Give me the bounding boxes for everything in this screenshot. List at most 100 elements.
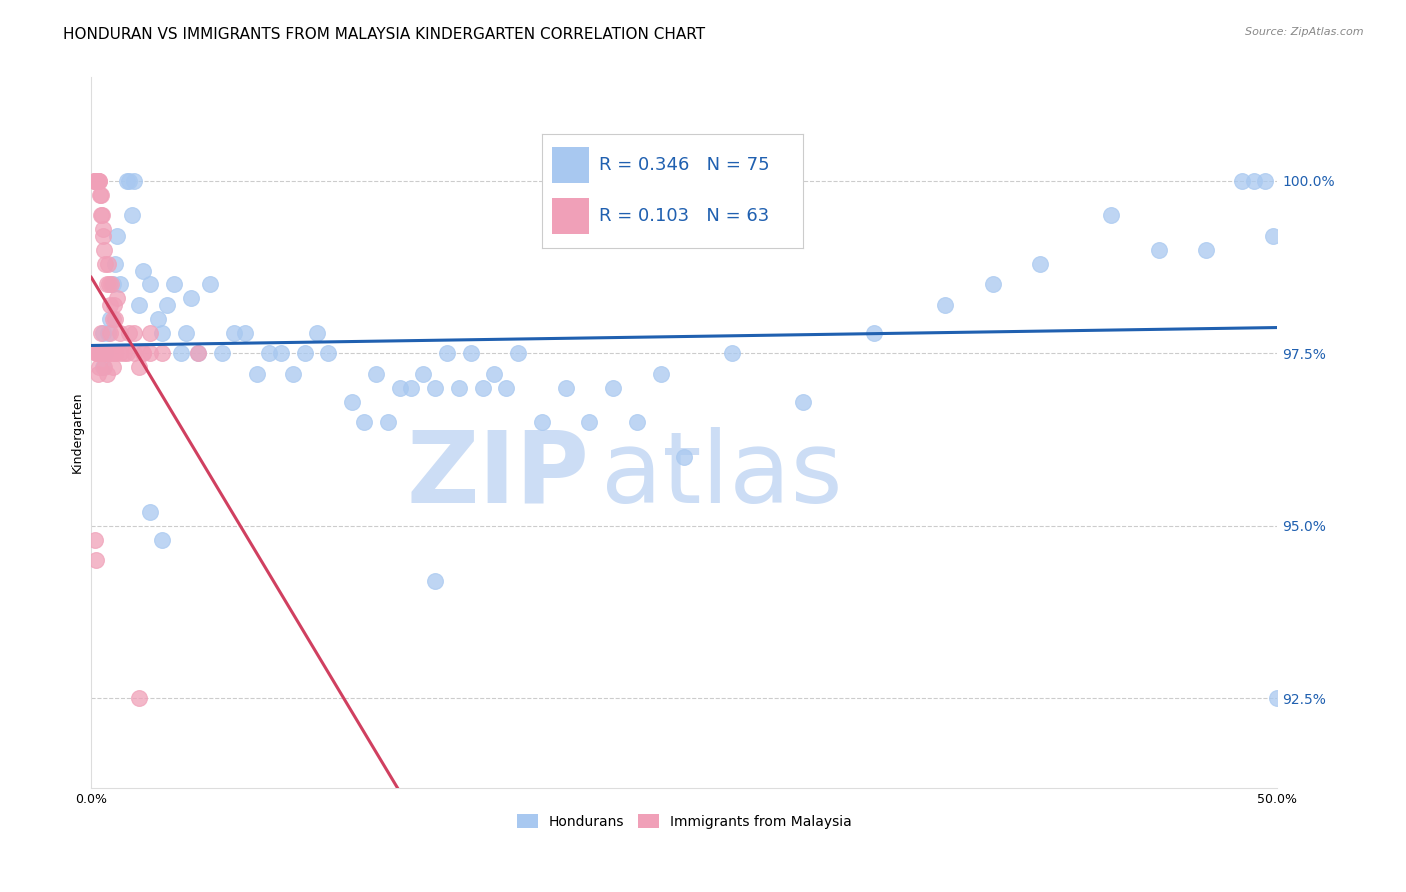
Point (423, 381, 446, 395)
Point (86, 174, 108, 188)
Point (1265, 691, 1288, 706)
Point (530, 415, 553, 429)
Point (650, 367, 672, 381)
Point (96, 277, 118, 292)
Point (93, 243, 115, 257)
Point (87, 346, 110, 360)
Point (118, 174, 141, 188)
Point (84, 174, 107, 188)
Point (89, 174, 111, 188)
Point (97, 326, 120, 340)
Point (139, 326, 162, 340)
Point (460, 346, 482, 360)
Text: ZIP: ZIP (406, 426, 589, 524)
Point (423, 574, 446, 588)
Point (104, 346, 127, 360)
Point (388, 381, 411, 395)
Point (1230, 174, 1253, 188)
Point (83, 533, 105, 547)
Point (89, 360, 111, 375)
Point (150, 346, 173, 360)
Point (98, 298, 121, 312)
Point (93, 360, 115, 375)
Point (90, 208, 112, 222)
Point (187, 346, 209, 360)
Point (578, 415, 600, 429)
Point (1147, 243, 1170, 257)
Point (89, 187, 111, 202)
Point (353, 415, 375, 429)
Point (471, 381, 494, 395)
Point (83, 174, 105, 188)
Point (105, 291, 128, 305)
Legend: Hondurans, Immigrants from Malaysia: Hondurans, Immigrants from Malaysia (512, 808, 858, 834)
Point (1029, 257, 1052, 271)
Point (1254, 174, 1277, 188)
Point (118, 326, 141, 340)
Point (602, 381, 624, 395)
Point (364, 367, 387, 381)
Point (180, 291, 202, 305)
Point (94, 257, 117, 271)
Point (122, 326, 145, 340)
Point (281, 367, 304, 381)
Point (132, 263, 155, 277)
Point (121, 208, 143, 222)
Point (104, 311, 127, 326)
Text: Source: ZipAtlas.com: Source: ZipAtlas.com (1246, 27, 1364, 37)
Point (98, 311, 121, 326)
Y-axis label: Kindergarten: Kindergarten (72, 392, 84, 474)
Point (156, 298, 179, 312)
Point (436, 346, 458, 360)
Point (90, 187, 112, 202)
Point (84, 174, 107, 188)
Point (91, 222, 114, 236)
Point (150, 533, 173, 547)
Point (90, 346, 112, 360)
Point (86, 346, 108, 360)
Point (100, 277, 122, 292)
Point (101, 360, 124, 375)
Point (934, 298, 956, 312)
Point (484, 367, 506, 381)
Point (187, 346, 209, 360)
Point (863, 326, 886, 340)
Point (720, 346, 742, 360)
Point (198, 277, 221, 292)
Point (91, 360, 114, 375)
Point (105, 229, 128, 244)
Point (91, 326, 114, 340)
Point (84, 346, 107, 360)
Point (412, 367, 434, 381)
Point (112, 346, 135, 360)
Point (87, 367, 110, 381)
Point (128, 691, 150, 706)
Point (305, 326, 328, 340)
Point (132, 346, 155, 360)
Point (104, 257, 127, 271)
Point (91, 346, 114, 360)
Point (447, 381, 470, 395)
Point (89, 346, 111, 360)
Point (94, 346, 117, 360)
Text: HONDURAN VS IMMIGRANTS FROM MALAYSIA KINDERGARTEN CORRELATION CHART: HONDURAN VS IMMIGRANTS FROM MALAYSIA KIN… (63, 27, 706, 42)
Point (91, 229, 114, 244)
Point (211, 346, 233, 360)
Point (132, 346, 155, 360)
Point (87, 174, 110, 188)
Point (150, 326, 173, 340)
Point (87, 174, 110, 188)
Point (163, 277, 186, 292)
Point (96, 367, 118, 381)
Point (98, 346, 121, 360)
Point (90, 346, 112, 360)
Point (508, 346, 530, 360)
Point (401, 381, 423, 395)
Text: atlas: atlas (602, 426, 842, 524)
Point (104, 346, 127, 360)
Point (98, 277, 121, 292)
Point (1261, 229, 1284, 244)
Point (318, 346, 340, 360)
Point (673, 450, 696, 464)
Point (94, 346, 117, 360)
